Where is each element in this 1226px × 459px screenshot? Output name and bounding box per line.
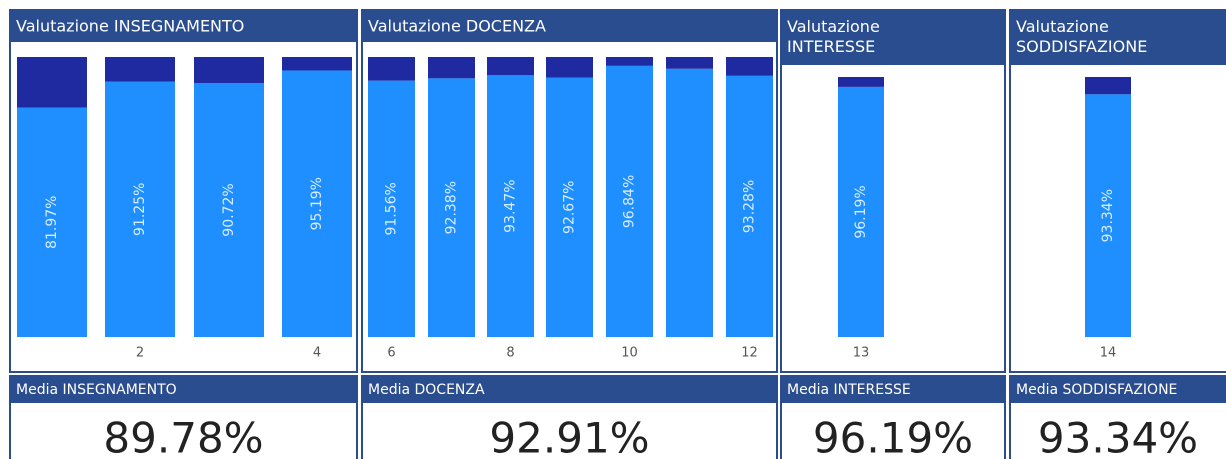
card-header: [10, 376, 357, 403]
bar-segment: [666, 57, 713, 69]
bar-segment: [546, 77, 593, 338]
bar-segment: [1085, 94, 1131, 337]
bar-segment: [368, 57, 415, 81]
bar-segment: [282, 57, 352, 71]
data-label: 93.34%: [1100, 189, 1116, 242]
x-tick-label: 14: [1100, 346, 1117, 361]
x-tick-label: 10: [621, 346, 638, 361]
card-value: 96.19%: [813, 414, 973, 459]
bar-segment: [487, 75, 534, 337]
data-label: 93.47%: [503, 179, 519, 232]
data-label: 91.25%: [132, 183, 148, 236]
panel-header: [781, 10, 1005, 65]
bar-segment: [487, 57, 534, 76]
chart-title: Valutazione SODDISFAZIONE: [1016, 17, 1147, 56]
card-label: Media INTERESSE: [787, 382, 911, 398]
panel-header: [10, 10, 357, 42]
panel-header: [1010, 10, 1226, 65]
data-label: 96.84%: [622, 175, 638, 228]
bar-segment: [666, 68, 713, 337]
chart-title: Valutazione DOCENZA: [368, 17, 546, 36]
card-header: [781, 376, 1005, 403]
x-tick-label: 8: [506, 346, 514, 361]
bar-segment: [194, 57, 264, 83]
card-value: 89.78%: [103, 414, 263, 459]
data-label: 92.67%: [562, 181, 578, 234]
bar-segment: [428, 57, 475, 79]
bar-segment: [606, 57, 653, 66]
x-tick-label: 2: [136, 346, 144, 361]
data-label: 95.19%: [309, 177, 325, 230]
data-label: 92.38%: [444, 181, 460, 234]
x-tick-label: 12: [741, 346, 758, 361]
bar-segment: [428, 78, 475, 337]
card-value: 92.91%: [489, 414, 649, 459]
data-label: 96.19%: [853, 185, 869, 238]
panel-frame: [780, 9, 1006, 373]
data-label: 93.28%: [742, 180, 758, 233]
bar-segment: [105, 81, 175, 337]
card-header: [1010, 376, 1226, 403]
bar-segment: [1085, 77, 1131, 95]
x-tick-label: 13: [853, 346, 870, 361]
x-tick-label: 6: [387, 346, 395, 361]
bar-segment: [546, 57, 593, 78]
chart-title: Valutazione INSEGNAMENTO: [16, 17, 244, 36]
data-label: 90.72%: [221, 183, 237, 236]
card-header: [362, 376, 777, 403]
bar-segment: [105, 57, 175, 82]
chart-title: Valutazione INTERESSE: [787, 17, 880, 56]
bar-segment: [726, 57, 773, 76]
bar-segment: [726, 75, 773, 337]
bar-segment: [17, 107, 87, 337]
bar-segment: [17, 57, 87, 108]
card-label: Media DOCENZA: [368, 382, 485, 398]
bar-segment: [194, 82, 264, 337]
card-label: Media SODDISFAZIONE: [1016, 382, 1177, 398]
panel-header: [362, 10, 777, 42]
bar-segment: [838, 86, 884, 337]
bar-segment: [282, 70, 352, 337]
bar-segment: [368, 80, 415, 337]
card-value: 93.34%: [1038, 414, 1198, 459]
card-label: Media INSEGNAMENTO: [16, 382, 177, 398]
data-label: 91.56%: [384, 182, 400, 235]
bar-segment: [838, 77, 884, 87]
data-label: 81.97%: [44, 196, 60, 249]
bar-segment: [606, 65, 653, 338]
x-tick-label: 4: [313, 346, 321, 361]
